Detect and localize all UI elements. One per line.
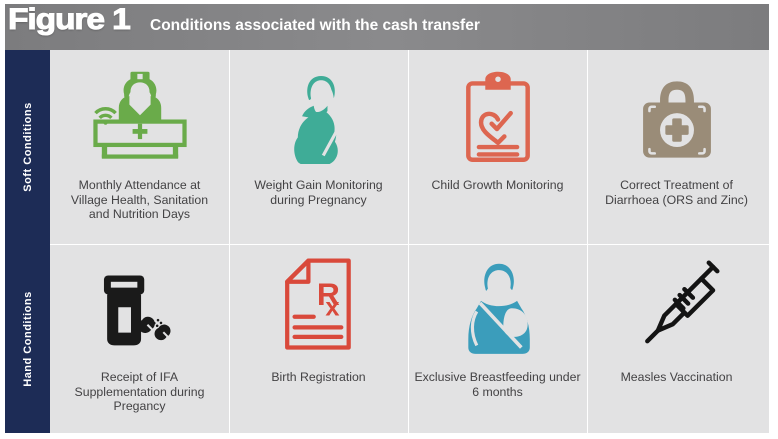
svg-text:x: x bbox=[325, 294, 339, 322]
